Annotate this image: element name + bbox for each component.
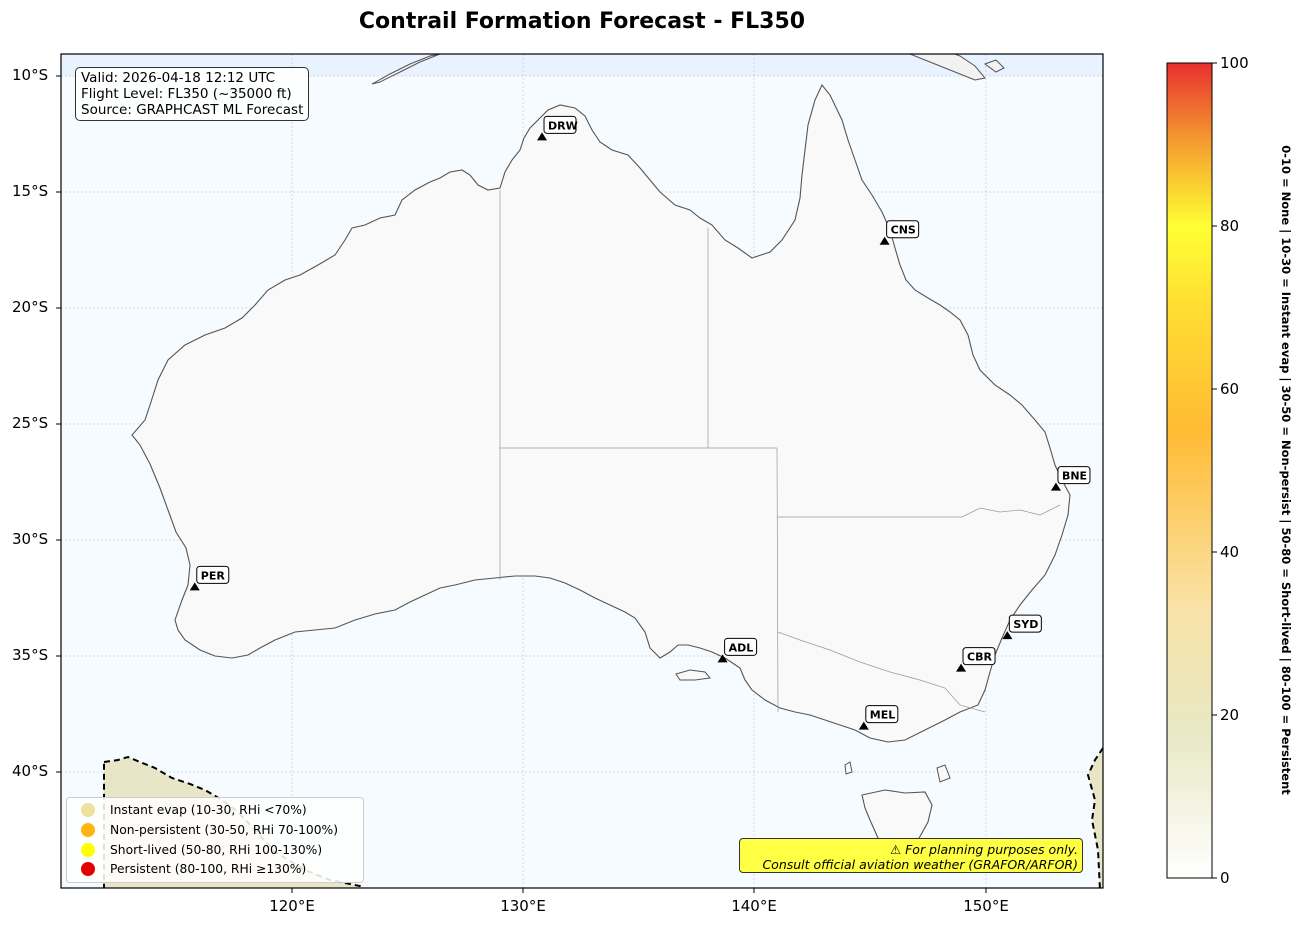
airport-code[interactable]: CNS [891, 224, 916, 237]
y-tick-label: 15°S [12, 182, 49, 200]
legend-label: Persistent (80-100, RHi ≥130%) [110, 862, 307, 876]
airport-marker-icon [956, 663, 967, 672]
airport-label-box [543, 115, 577, 134]
x-tick-label: 140°E [731, 897, 777, 915]
contrail-region-east [1086, 747, 1103, 888]
axis-ticks [56, 75, 987, 893]
legend-swatch [81, 803, 95, 817]
airport-marker-icon [879, 236, 890, 245]
legend-item: Short-lived (50-80, RHi 100-130%) [81, 841, 322, 859]
island-small [983, 59, 1005, 73]
y-tick-label: 35°S [12, 646, 49, 664]
x-tick-label: 120°E [269, 897, 315, 915]
colorbar-tick-label: 80 [1220, 217, 1240, 235]
timor-landmass [371, 54, 441, 85]
colorbar-tick-label: 20 [1220, 706, 1240, 724]
legend-swatch [81, 862, 95, 876]
flinders-island [936, 764, 951, 783]
airport-code[interactable]: CBR [967, 651, 992, 664]
airport-marker-icon [189, 582, 200, 591]
legend-item: Instant evap (10-30, RHi <70%) [81, 801, 307, 819]
legend: Instant evap (10-30, RHi <70%) Non-persi… [66, 797, 364, 883]
airport-label-box [724, 637, 758, 656]
png-landmass [909, 54, 986, 81]
legend-item: Non-persistent (30-50, RHi 70-100%) [81, 821, 338, 839]
colorbar-tick-label: 0 [1220, 869, 1230, 887]
australia-mainland [131, 83, 1071, 743]
colorbar-tick-label: 100 [1220, 54, 1249, 72]
colorbar [1166, 62, 1213, 879]
airport-code[interactable]: BNE [1062, 470, 1087, 483]
legend-label: Non-persistent (30-50, RHi 70-100%) [110, 823, 339, 837]
x-tick-label: 130°E [500, 897, 546, 915]
map-frame [60, 53, 1104, 889]
airport-label-box [962, 647, 996, 666]
kangaroo-island [675, 669, 711, 681]
disclaimer-line-2: Consult official aviation weather (GRAFO… [762, 857, 1078, 872]
forecast-info-box: Valid: 2026-04-18 12:12 UTC Flight Level… [75, 67, 310, 121]
airport-code[interactable]: MEL [870, 709, 895, 722]
airport-label-box [196, 565, 230, 584]
colorbar-label: 0-10 = None | 10-30 = Instant evap | 30-… [1279, 145, 1293, 795]
forecast-source: Source: GRAPHCAST ML Forecast [81, 102, 304, 118]
colorbar-tick-label: 40 [1220, 543, 1240, 561]
airport-code[interactable]: PER [201, 569, 226, 582]
y-tick-label: 10°S [12, 66, 49, 84]
state-borders [499, 190, 1061, 713]
y-tick-label: 30°S [12, 530, 49, 548]
airport-code[interactable]: DRW [548, 119, 578, 132]
y-tick-label: 25°S [12, 414, 49, 432]
disclaimer-box: ⚠ For planning purposes only. Consult of… [739, 838, 1083, 873]
legend-label: Short-lived (50-80, RHi 100-130%) [110, 843, 323, 857]
airport-marker-icon [537, 132, 548, 141]
airport-label-box [1057, 466, 1091, 485]
disclaimer-line-1: ⚠ For planning purposes only. [890, 842, 1078, 857]
flight-level: Flight Level: FL350 (~35000 ft) [81, 86, 292, 102]
airport-label-box [886, 220, 920, 239]
airport-code[interactable]: SYD [1013, 618, 1038, 631]
airport-marker-icon [717, 654, 728, 663]
top-band [61, 54, 1103, 76]
king-island [844, 761, 853, 775]
airport-code[interactable]: ADL [729, 641, 754, 654]
legend-label: Instant evap (10-30, RHi <70%) [110, 803, 307, 817]
y-tick-label: 20°S [12, 298, 49, 316]
airport-marker-icon [1002, 631, 1013, 640]
legend-swatch [81, 843, 95, 857]
valid-time: Valid: 2026-04-18 12:12 UTC [81, 70, 276, 86]
airport-marker-icon [858, 721, 869, 730]
airport-label-box [1008, 614, 1042, 633]
y-tick-label: 40°S [12, 762, 49, 780]
legend-swatch [81, 823, 95, 837]
chart-title: Contrail Formation Forecast - FL350 [358, 9, 806, 34]
colorbar-tick-label: 60 [1220, 380, 1240, 398]
legend-item: Persistent (80-100, RHi ≥130%) [81, 860, 306, 878]
airport-label-box [865, 705, 899, 724]
x-tick-label: 150°E [963, 897, 1009, 915]
colorbar-ticks [1212, 62, 1217, 879]
airport-markers: DRW CNS BNE PER ADL SYD CBR MEL [189, 115, 1091, 730]
airport-marker-icon [1050, 482, 1061, 491]
